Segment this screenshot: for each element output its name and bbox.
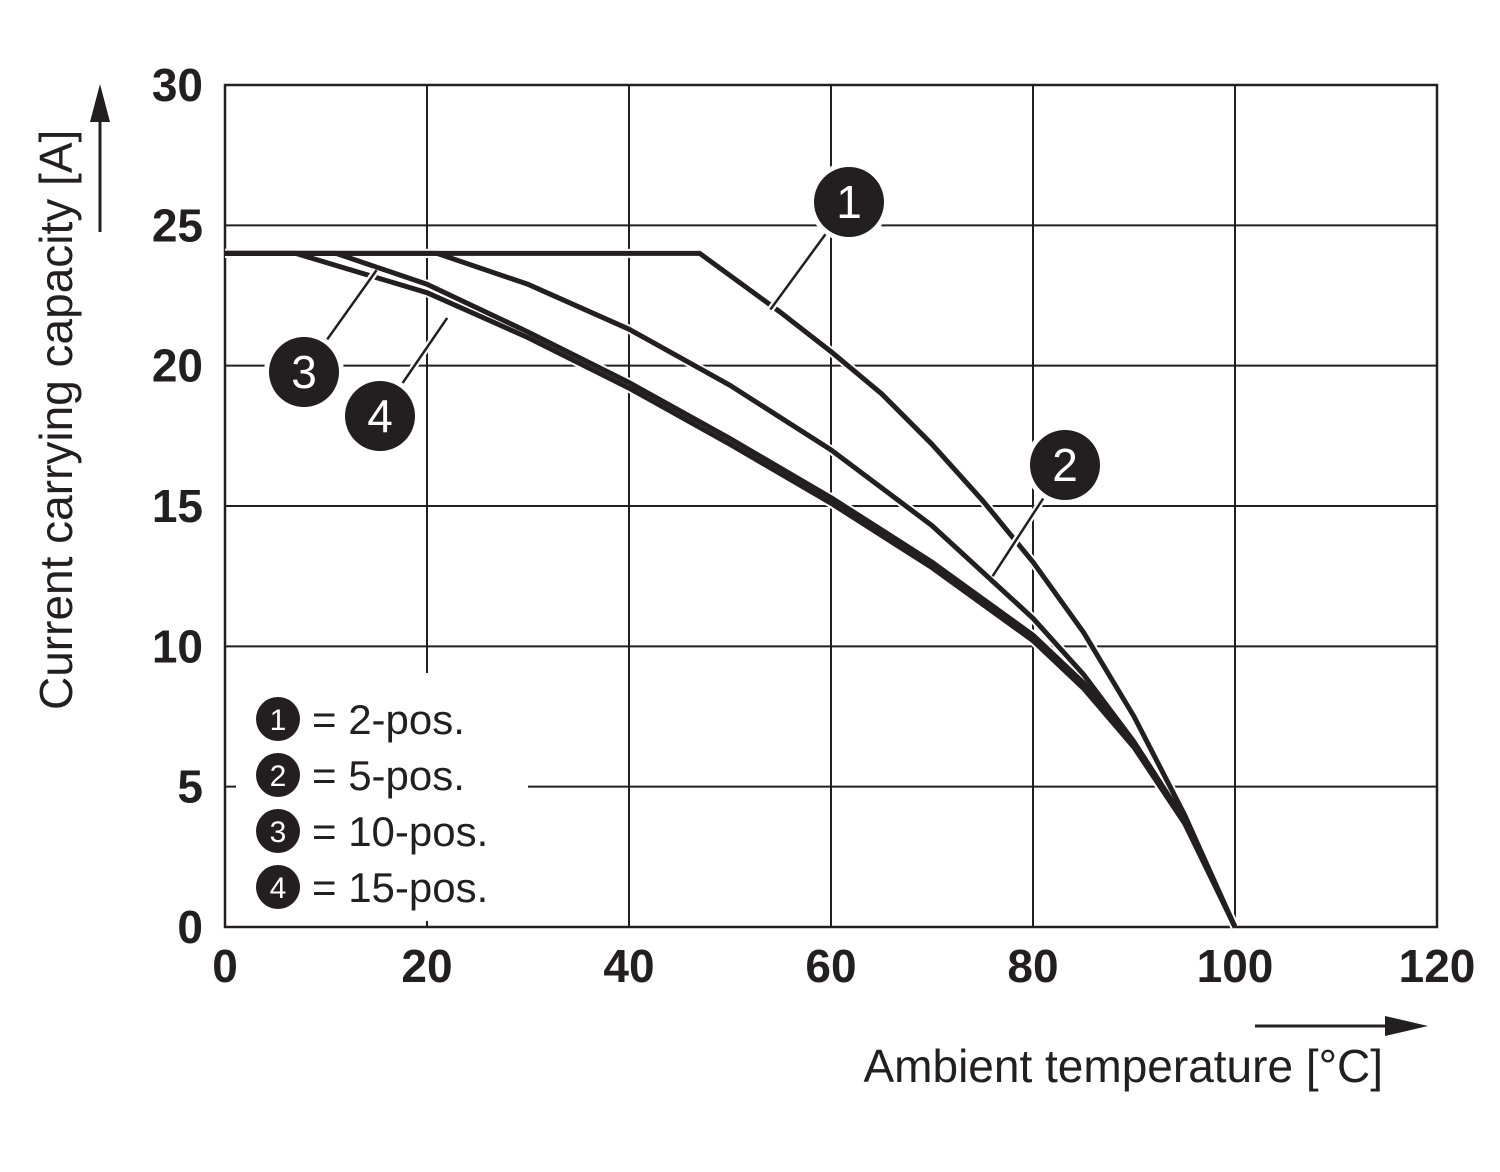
legend-label-3: = 10-pos. [312,808,488,855]
x-tick-labels: 0 20 40 60 80 100 120 [212,940,1475,992]
y-tick-label: 20 [152,340,203,392]
callout-number: 2 [1052,439,1078,491]
legend-label-4: = 15-pos. [312,864,488,911]
callout-leader-2 [991,491,1049,577]
series-4-line [225,250,1238,929]
callout-leader-3 [321,269,378,347]
y-tick-labels: 0 5 10 15 20 25 30 [152,59,203,953]
y-tick-label: 30 [152,59,203,111]
y-tick-label: 15 [152,480,203,532]
x-tick-label: 20 [401,940,452,992]
x-tick-label: 100 [1197,940,1274,992]
callout-badge-2 [1030,430,1100,500]
plot-frame [223,83,1439,929]
legend-badge-2 [256,753,300,797]
x-axis-title: Ambient temperature [°C] [864,1040,1384,1092]
y-tick-label: 0 [177,901,203,953]
callout-badge-1 [814,167,884,237]
legend-badge-number: 2 [270,760,287,793]
y-tick-label: 10 [152,620,203,672]
series-callouts: 1 2 34 [264,162,1105,579]
legend-label-1: = 2-pos. [312,696,465,743]
legend-badge-4 [256,865,300,909]
callout-badge-4 [345,381,415,451]
y-axis-title: Current carrying capacity [A] [30,130,82,710]
callout-badge-3 [269,337,339,407]
x-tick-label: 0 [212,940,238,992]
callout-leader-1 [769,227,832,311]
legend-badge-number: 1 [270,704,287,737]
legend-badge-1 [256,697,300,741]
legend: 1 = 2-pos. 2 = 5-pos. 3 = 10-pos. 4 = 15-pos. [236,673,528,921]
x-tick-label: 60 [805,940,856,992]
legend-badge-3 [256,809,300,853]
callout-number: 3 [291,346,317,398]
legend-badge-number: 3 [270,816,287,849]
y-tick-label: 5 [177,761,203,813]
series-lines [225,248,1240,929]
legend-badge-number: 4 [270,872,287,905]
series-1-line [225,250,1238,929]
callout-leader-4 [397,317,449,391]
legend-label-2: = 5-pos. [312,752,465,799]
x-tick-label: 40 [603,940,654,992]
y-axis-arrow [90,84,110,232]
x-tick-label: 120 [1399,940,1476,992]
callout-number: 4 [367,390,393,442]
y-tick-label: 25 [152,199,203,251]
x-axis-arrow [1255,1016,1428,1036]
callout-number: 1 [836,176,862,228]
x-tick-label: 80 [1007,940,1058,992]
